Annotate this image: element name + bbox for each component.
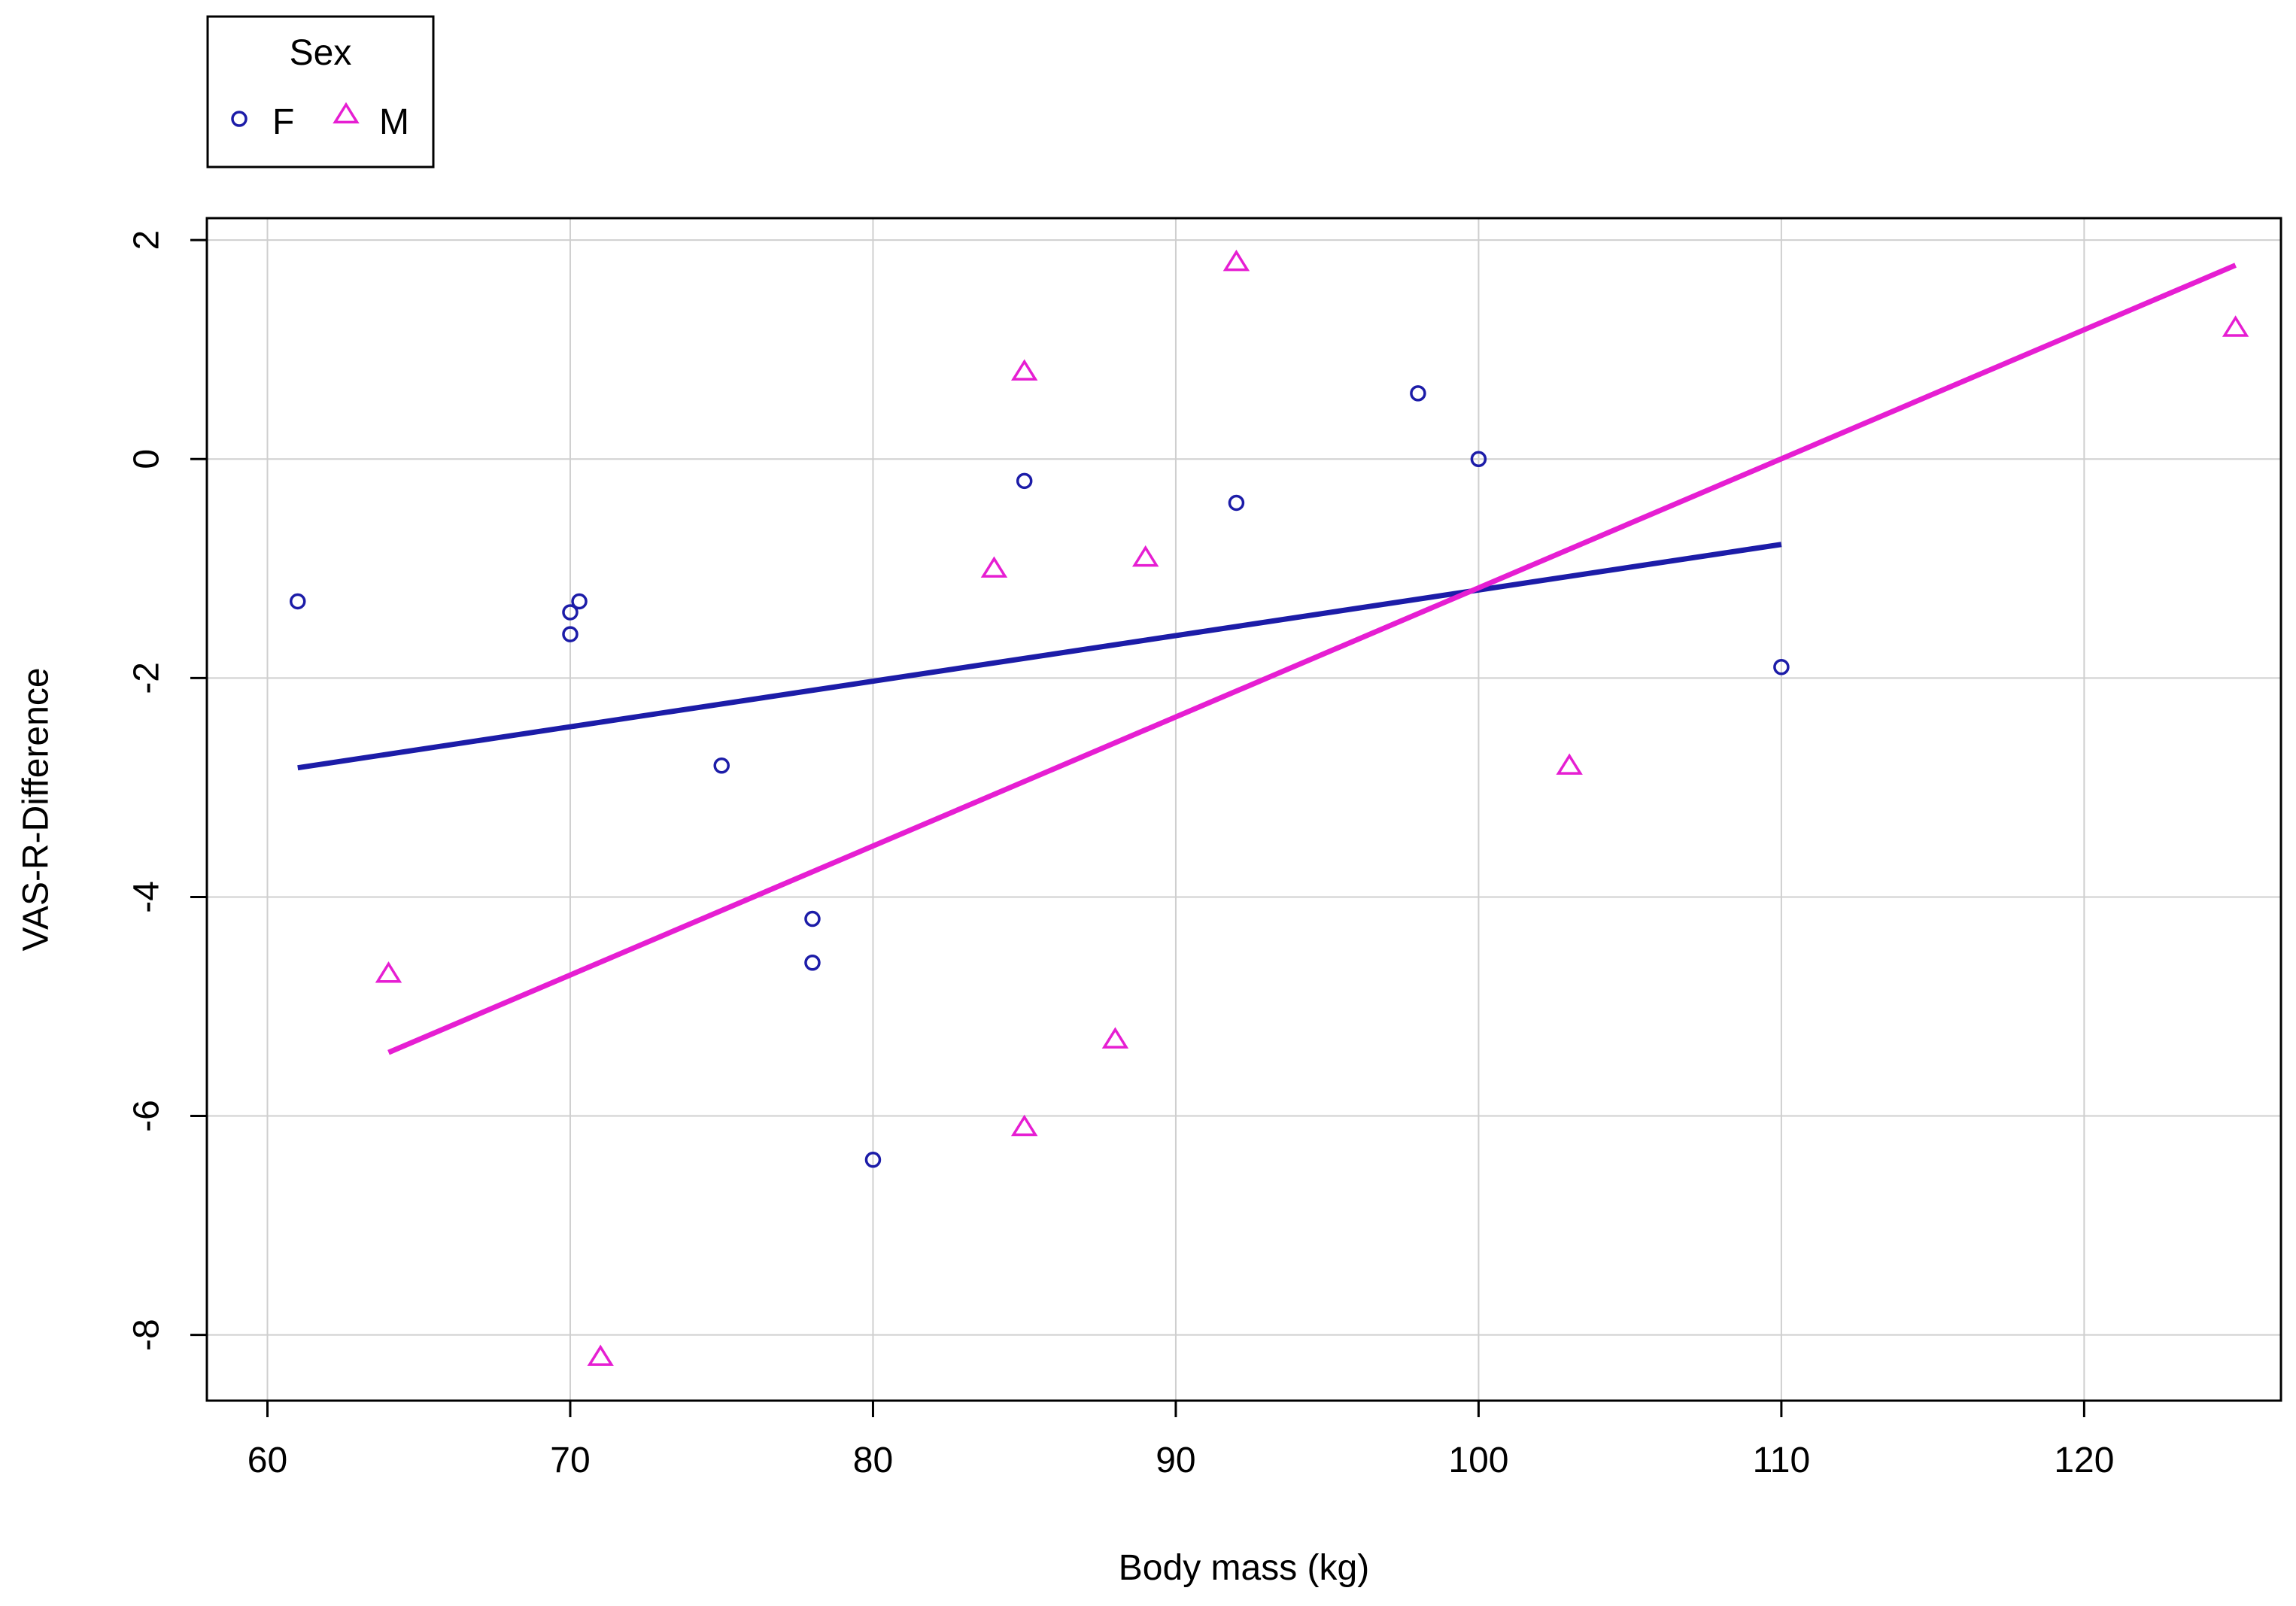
x-tick-label: 120 <box>2054 1441 2114 1480</box>
point-f <box>289 593 306 610</box>
y-axis-label: VAS-R-Difference <box>17 667 56 951</box>
y-tick-label: -2 <box>127 662 167 694</box>
point-f <box>562 626 579 642</box>
y-tick-label: -8 <box>127 1319 167 1351</box>
x-tick-label: 100 <box>1448 1441 1508 1480</box>
regression-lines <box>297 263 2237 1055</box>
point-m <box>2222 315 2249 337</box>
point-f <box>571 593 588 610</box>
plot-frame <box>205 217 2282 1402</box>
point-f <box>804 910 821 927</box>
point-m <box>1010 359 1038 381</box>
data-points <box>289 249 2249 1366</box>
point-m <box>1101 1027 1129 1049</box>
legend-marker-f <box>231 111 248 127</box>
point-m <box>1222 249 1250 272</box>
point-f <box>864 1152 882 1168</box>
x-tick-label: 70 <box>550 1441 590 1480</box>
x-tick-label: 90 <box>1156 1441 1195 1480</box>
legend-label-f: F <box>272 102 294 142</box>
point-m <box>980 556 1008 578</box>
point-m <box>1131 545 1159 567</box>
point-m <box>1010 1114 1038 1137</box>
fit-line-m <box>387 263 2237 1055</box>
point-f <box>1016 472 1033 490</box>
point-m <box>587 1344 614 1366</box>
x-axis-label: Body mass (kg) <box>1119 1548 1369 1588</box>
legend-marker-m <box>333 102 360 124</box>
fit-line-f <box>297 542 1782 771</box>
point-f <box>1228 494 1245 512</box>
point-m <box>1556 753 1583 775</box>
point-f <box>562 604 579 621</box>
y-tick-label: -4 <box>127 881 167 913</box>
point-f <box>1773 659 1790 675</box>
y-tick-label: -6 <box>127 1100 167 1132</box>
y-tick-label: 2 <box>127 230 167 250</box>
grid-lines <box>207 218 2281 1401</box>
x-axis: 60 70 80 90 100 110 120 <box>248 1401 2114 1480</box>
y-tick-label: 0 <box>127 449 167 469</box>
legend-box <box>206 15 435 168</box>
point-f <box>804 955 821 971</box>
legend-title: Sex <box>290 33 352 73</box>
x-tick-label: 60 <box>248 1441 287 1480</box>
point-f <box>713 757 730 774</box>
x-tick-label: 110 <box>1753 1441 1811 1480</box>
point-m <box>375 961 402 983</box>
legend-label-m: M <box>379 102 409 142</box>
x-tick-label: 80 <box>853 1441 893 1480</box>
y-axis: -8 -6 -4 -2 0 2 <box>127 230 207 1351</box>
point-f <box>1410 385 1426 402</box>
point-f <box>1470 451 1487 467</box>
